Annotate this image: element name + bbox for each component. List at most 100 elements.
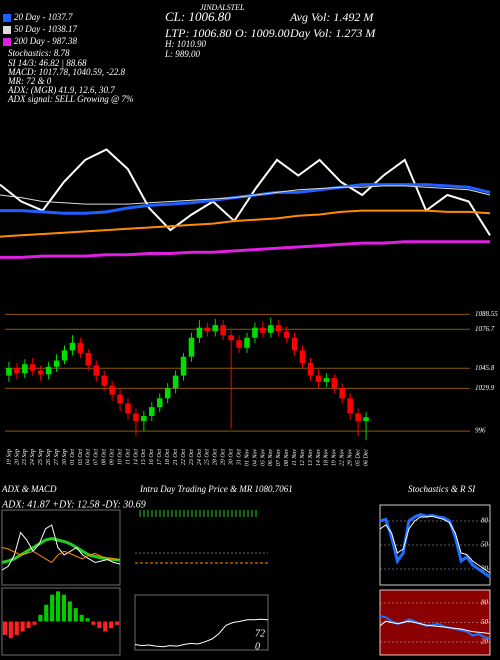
candle-body: [6, 368, 12, 376]
candle-body: [339, 388, 346, 399]
x-tick-label: 10 Oct: [117, 449, 123, 465]
bar: [38, 614, 43, 622]
candle-body: [125, 403, 131, 414]
candle-body: [299, 350, 306, 363]
x-tick-label: 04 Oct: [85, 449, 92, 465]
x-tick-label: 18 Oct: [165, 449, 171, 465]
panel-background: [380, 590, 490, 655]
legend-label: 20 Day - 1037.7: [14, 12, 73, 22]
candle-body: [323, 378, 330, 382]
series-line: [379, 513, 491, 579]
annotation: MR: 72 & 0: [7, 76, 52, 86]
candle-body: [307, 362, 314, 376]
x-tick-label: 28 Oct: [213, 449, 219, 465]
x-tick-label: 19 Nov: [332, 449, 338, 467]
panel-frame: [1, 587, 121, 656]
candle-body: [331, 378, 338, 389]
x-tick-label: 13 Nov: [308, 449, 314, 467]
candle-body: [22, 364, 28, 374]
y-tick-label: 1076.7: [475, 325, 495, 333]
y-tick-label: 50: [481, 541, 489, 549]
candle-body: [61, 350, 68, 361]
candle-body: [14, 368, 20, 374]
annotation: JINDALSTEL: [200, 3, 245, 12]
candle-body: [37, 370, 44, 375]
bar: [14, 621, 19, 635]
bar: [67, 601, 72, 622]
bar: [32, 621, 37, 625]
annotation: 0: [255, 641, 260, 652]
candle-body: [275, 325, 282, 332]
annotation: LTP: 1006.80: [164, 26, 231, 40]
bar: [97, 621, 102, 629]
annotation: H: 1010.90: [164, 39, 206, 49]
x-tick-label: 14 Oct: [132, 449, 139, 465]
candle-body: [315, 375, 322, 382]
x-tick-label: 25 Sep: [38, 449, 44, 465]
x-tick-label: 11 Nov: [292, 449, 298, 466]
y-tick-label: 1088.55: [475, 310, 498, 318]
series-line: [0, 240, 490, 259]
x-tick-label: 31 Oct: [236, 449, 242, 466]
annotation: L: 989.00: [164, 49, 201, 59]
series-line: [379, 515, 491, 574]
annotation: ADX: (MGR) 41.9, 12.6, 30.7: [7, 85, 115, 95]
candle-body: [363, 417, 369, 422]
series-line: [1, 524, 121, 571]
legend-label: 50 Day - 1038.17: [14, 24, 77, 34]
x-tick-label: 11 Oct: [125, 449, 131, 465]
y-tick-label: 1029.9: [475, 384, 495, 392]
x-tick-label: 22 Nov: [340, 449, 346, 467]
candle-body: [244, 337, 250, 348]
x-tick-label: 26 Sep: [46, 449, 52, 465]
x-tick-label: 19 Sep: [6, 449, 12, 465]
candle-body: [85, 352, 92, 366]
y-tick-label: 20: [481, 565, 489, 573]
annotation: ADX signal: SELL Growing @ 7%: [7, 94, 134, 104]
candle-body: [109, 385, 115, 395]
candle-body: [45, 366, 52, 375]
candle-body: [236, 340, 242, 348]
candle-body: [268, 325, 274, 333]
candle-body: [164, 388, 171, 399]
bar: [44, 604, 49, 622]
x-tick-label: 01 Nov: [244, 449, 250, 467]
x-tick-label: 06 Nov: [268, 449, 274, 467]
x-tick-label: 05 Nov: [260, 449, 266, 467]
panel-title: ADX & MACD: [1, 484, 57, 494]
candle-body: [291, 337, 298, 351]
x-tick-label: 01 Oct: [70, 449, 76, 465]
bar: [91, 621, 96, 625]
x-tick-label: 09 Oct: [109, 449, 115, 465]
annotation: MACD: 1017.78, 1040.59, -22.8: [7, 67, 125, 77]
candle-body: [29, 364, 36, 371]
x-tick-label: 05 Dec: [355, 449, 361, 466]
legend-swatch: [3, 14, 11, 22]
legend-label: 200 Day - 987.38: [14, 36, 77, 46]
legend-swatch: [3, 26, 11, 34]
bar: [8, 621, 13, 639]
x-tick-label: 24 Oct: [196, 449, 203, 465]
candle-body: [204, 327, 211, 332]
x-tick-label: 22 Oct: [181, 449, 187, 465]
y-tick-label: 20: [481, 638, 489, 646]
candle-body: [252, 327, 258, 338]
series-line: [0, 148, 491, 236]
series-line: [0, 185, 491, 205]
annotation: Day Vol: 1.273 M: [289, 26, 376, 40]
x-tick-label: 16 Oct: [149, 449, 155, 465]
candle-body: [53, 360, 60, 367]
y-tick-label: 80: [481, 599, 489, 607]
bar: [55, 591, 61, 622]
x-tick-label: 12 Nov: [300, 449, 306, 467]
bar: [50, 594, 55, 622]
candle-body: [188, 337, 195, 357]
candle-body: [260, 327, 266, 333]
x-tick-label: 06 Dec: [363, 449, 369, 466]
bar: [79, 614, 84, 622]
candle-body: [77, 342, 84, 353]
candle-body: [172, 375, 179, 389]
candle-body: [220, 325, 226, 336]
